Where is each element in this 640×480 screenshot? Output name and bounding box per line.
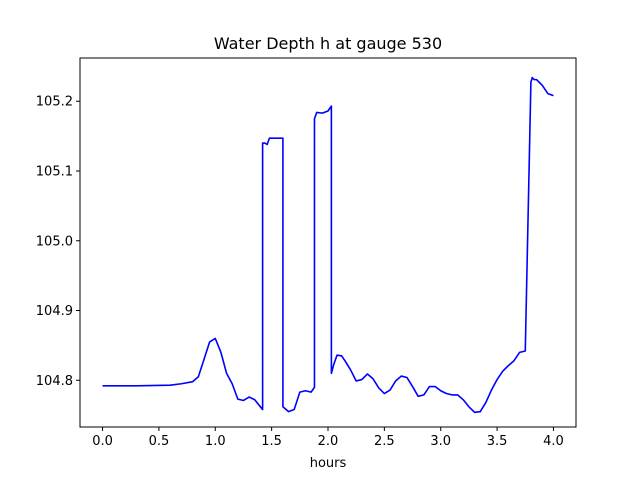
y-tick-label: 105.1 bbox=[36, 165, 73, 180]
y-axis-ticks: 104.8 104.9 105.0 105.1 105.2 bbox=[36, 95, 80, 389]
x-axis-label: hours bbox=[310, 456, 347, 471]
y-tick-label: 104.9 bbox=[36, 304, 73, 319]
plot-area bbox=[79, 57, 577, 428]
chart-title: Water Depth h at gauge 530 bbox=[214, 34, 442, 53]
x-tick-label: 3.0 bbox=[430, 434, 451, 449]
y-tick-label: 105.2 bbox=[36, 95, 73, 110]
x-tick-label: 1.5 bbox=[261, 434, 282, 449]
x-tick-label: 0.5 bbox=[149, 434, 170, 449]
series-line-0 bbox=[102, 76, 554, 414]
y-tick-label: 104.8 bbox=[36, 374, 73, 389]
x-tick-label: 1.0 bbox=[205, 434, 226, 449]
x-tick-label: 2.0 bbox=[318, 434, 339, 449]
x-tick-label: 3.5 bbox=[487, 434, 508, 449]
x-tick-label: 2.5 bbox=[374, 434, 395, 449]
x-tick-label: 4.0 bbox=[543, 434, 564, 449]
y-tick-label: 105.0 bbox=[36, 234, 73, 249]
x-tick-label: 0.0 bbox=[92, 434, 113, 449]
x-axis-ticks: 0.0 0.5 1.0 1.5 2.0 2.5 3.0 3.5 4.0 bbox=[92, 427, 564, 449]
